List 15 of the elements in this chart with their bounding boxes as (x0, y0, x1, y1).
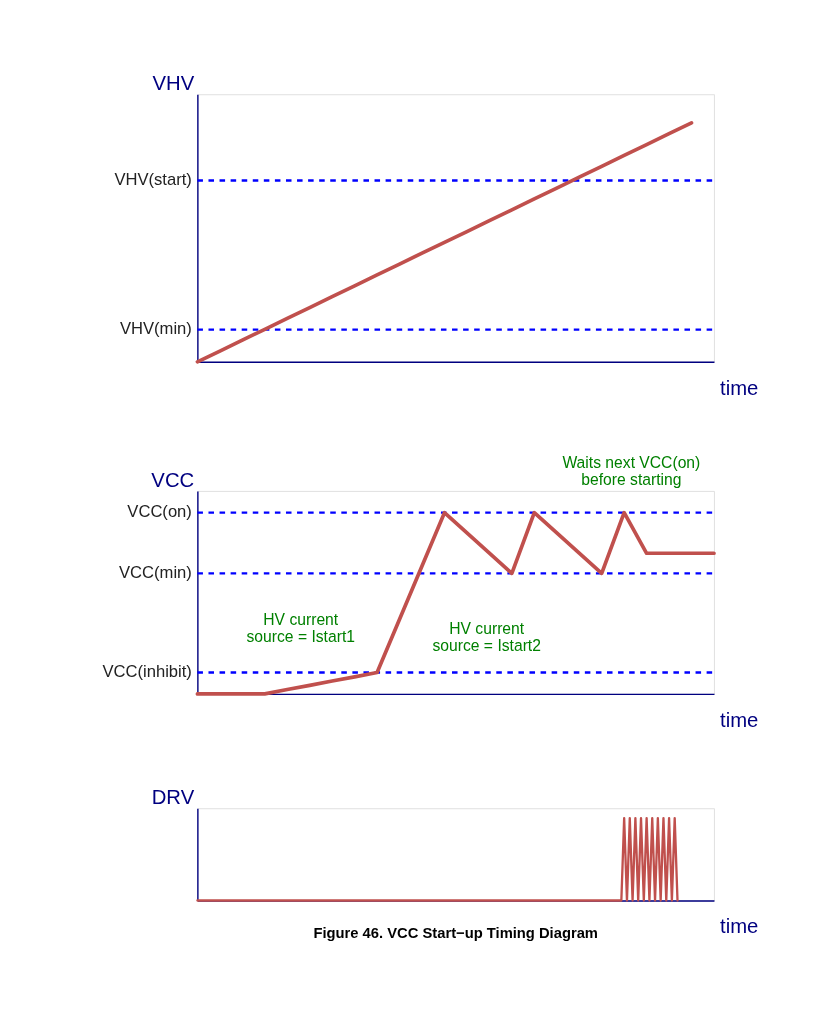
text: Waits next VCC(on) before starting (562, 453, 701, 489)
x-axis-title: time (720, 376, 759, 399)
caption: Figure 46. VCC Start−up Timing Diagram (313, 925, 598, 942)
y-axis-title: DRV (151, 786, 195, 809)
ref-line-label: VCC(inhibit) (102, 662, 192, 682)
ref-line-label: VCC(min) (119, 563, 192, 582)
ref-line-label: VHV(min) (119, 319, 192, 339)
y-axis-title: VHV (152, 72, 195, 95)
annotation: HV current source = Istart1 (246, 610, 355, 646)
annotation: HV current source = Istart2 (432, 619, 541, 655)
ref-line-label: VCC(on) (127, 502, 192, 522)
y-axis-title: VCC (151, 468, 195, 491)
x-axis-title: time (720, 708, 759, 731)
x-axis-title: time (720, 915, 759, 938)
ref-line-label: VHV(start) (114, 170, 192, 190)
